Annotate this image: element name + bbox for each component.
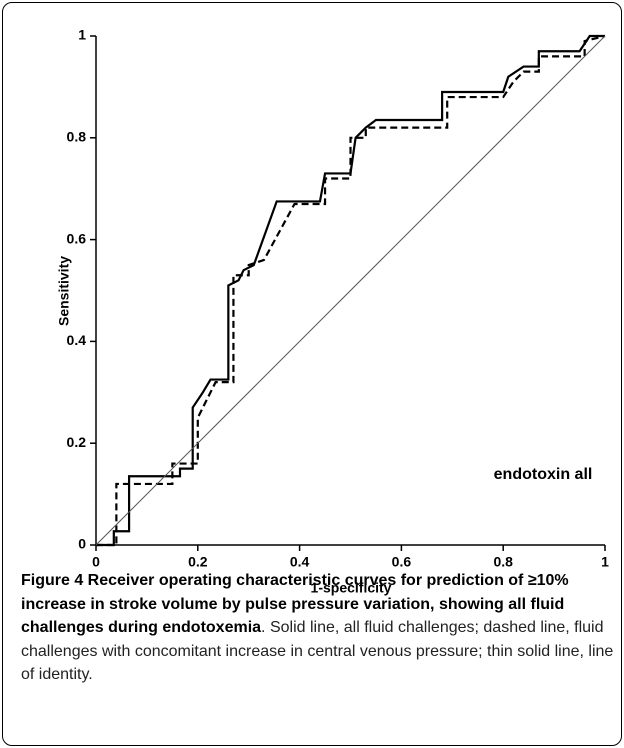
y-tick-label: 0.6 [67, 230, 87, 246]
x-tick-label: 0.4 [290, 554, 310, 570]
x-tick-label: 0.2 [188, 554, 208, 570]
caption-title: Figure 4 Receiver operating characterist… [21, 572, 569, 636]
y-tick-label: 0.8 [67, 129, 87, 145]
roc-line [96, 34, 605, 547]
y-axis-label: Sensitivity [56, 256, 72, 326]
caption-text: . Solid line, all fluid challenges; dash… [21, 619, 614, 683]
caption: Figure 4 Receiver operating characterist… [21, 569, 615, 687]
x-tick-label: 1 [601, 554, 609, 570]
x-tick-label: 0 [92, 554, 100, 570]
chart: endotoxin all 1-specificity Sensitivity … [56, 27, 609, 596]
annotation: endotoxin all [494, 466, 593, 483]
x-axis-label: 1-specificity [311, 580, 392, 596]
roc-line [95, 35, 606, 546]
y-tick-label: 0.4 [67, 332, 87, 348]
y-tick-label: 1 [78, 27, 86, 43]
y-tick-label: 0.2 [67, 434, 87, 450]
y-tick-label: 0 [78, 536, 86, 552]
x-tick-label: 0.8 [493, 554, 513, 570]
x-tick-label: 0.6 [392, 554, 412, 570]
roc-line [96, 34, 606, 547]
